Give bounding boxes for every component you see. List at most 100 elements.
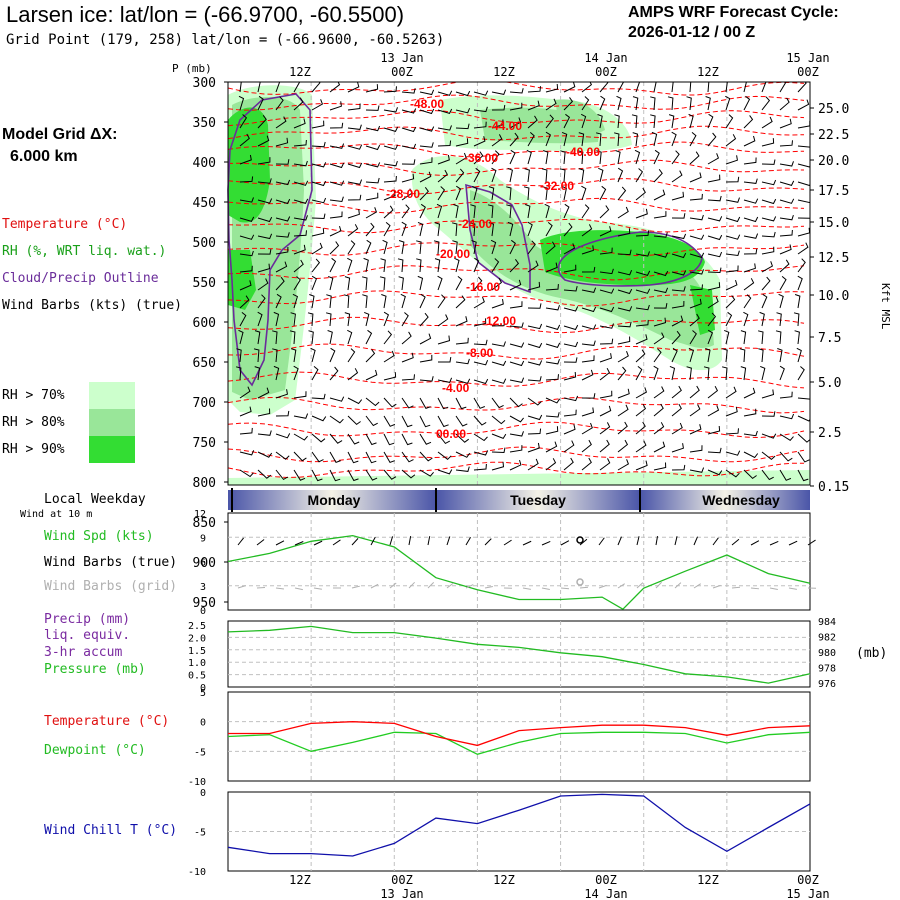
wind-barb [545,241,556,255]
wind-barb [470,204,476,219]
wind-barb [545,412,560,418]
wind-barb [725,216,741,223]
isotherm-label: -4.00 [442,381,470,395]
weekday-tuesday-label: Tuesday [510,492,566,508]
wind-10m-label: Wind at 10 m [20,509,93,520]
isotherm-line [227,371,805,389]
wind-barb [545,397,561,404]
isotherm-label: -12.00 [482,314,516,328]
wind-barb [758,348,764,363]
wind-barb [473,257,480,273]
grid-wind-barb [522,587,531,590]
wind-barb [761,246,775,255]
wind-barb [472,185,478,201]
wind-barb [671,270,687,276]
wind-barb [743,263,756,273]
pressure-tick-label: 350 [193,116,216,131]
pressure-tick-label: 550 [193,276,216,291]
wind-barb [796,347,802,363]
legend-rh80-swatch [89,409,135,436]
wind-barb [632,132,639,147]
surface-wind-barb [712,537,719,546]
wind-barb [419,333,432,345]
wind-barb [293,118,306,129]
wind-barb [743,469,757,480]
wind-tick-label: 9 [200,533,206,544]
wind-barb [383,126,399,132]
wind-barb [653,169,663,183]
wind-barb [707,312,717,327]
wind-barb [293,391,307,399]
wind-barb [635,82,641,93]
wind-barb [743,430,758,437]
surface-wind-barb [465,536,471,546]
isotherm-line [227,396,805,414]
grid-wind-barb [237,585,246,589]
wind-barb [275,469,289,481]
wind-barb [437,415,449,428]
wind-barb [311,99,324,111]
wind-barb [527,221,533,237]
top-tick-label: 12Z [289,65,311,79]
pressure-tick-label: 750 [193,436,216,451]
wind-barb [559,168,566,183]
wind-barb [473,415,487,426]
wind-barb [455,433,469,443]
wind-barb [635,168,644,183]
wind-barb [527,342,543,349]
wind-barb [671,213,686,219]
wind-barb [292,293,298,309]
wind-barb [653,211,667,219]
wind-barb [794,330,800,345]
isotherm-label: -24.00 [458,217,492,231]
wind-barb [437,186,446,201]
wind-barb [671,150,680,165]
wind-barb [617,321,632,328]
wind-barb [617,206,629,219]
grid-wind-barb [598,584,607,589]
wind-barb [689,132,697,147]
wind-barb [383,205,394,219]
isotherm-label: -40.00 [566,145,600,159]
wind-barb [365,349,376,363]
wind-barb [401,126,417,133]
wind-barb [293,244,306,255]
wind-barb [239,234,255,240]
wind-barb [311,393,326,400]
wind-barb [509,445,523,453]
wind-barb [347,124,362,130]
wind-barb [581,457,592,471]
surface-wind-barb [617,536,622,546]
wind-barb [293,180,309,186]
wind-barb [563,341,579,348]
wind-barb [725,114,734,129]
wind-barb [617,82,625,93]
surface-wind-barb [503,539,512,546]
wind-barb [473,378,489,385]
grid-wind-barb [484,585,493,589]
isotherms [227,82,805,479]
wind-barb [311,228,325,237]
surface-wind-barb [332,539,341,546]
wind-barb [761,138,775,147]
wind-barb [599,95,606,111]
wind-barb [757,330,764,345]
surface-wind-barb [693,536,698,546]
wind-barb [275,179,291,186]
surface-wind-barb [484,538,492,546]
wind-barb [635,403,647,417]
wind-barb [563,113,571,129]
wind-barb [365,415,378,427]
wind-barb [671,170,683,183]
surface-wind-barb [294,541,304,546]
wind-barb [671,252,687,259]
height-tick-label: 12.5 [818,251,849,266]
wind-barb [491,299,504,309]
wind-barb [491,134,503,147]
wind-barb [689,214,704,221]
wind-barb [761,231,776,238]
wind-barb [473,318,487,327]
wind-barb [347,469,359,482]
height-tick-label: 17.5 [818,184,849,199]
